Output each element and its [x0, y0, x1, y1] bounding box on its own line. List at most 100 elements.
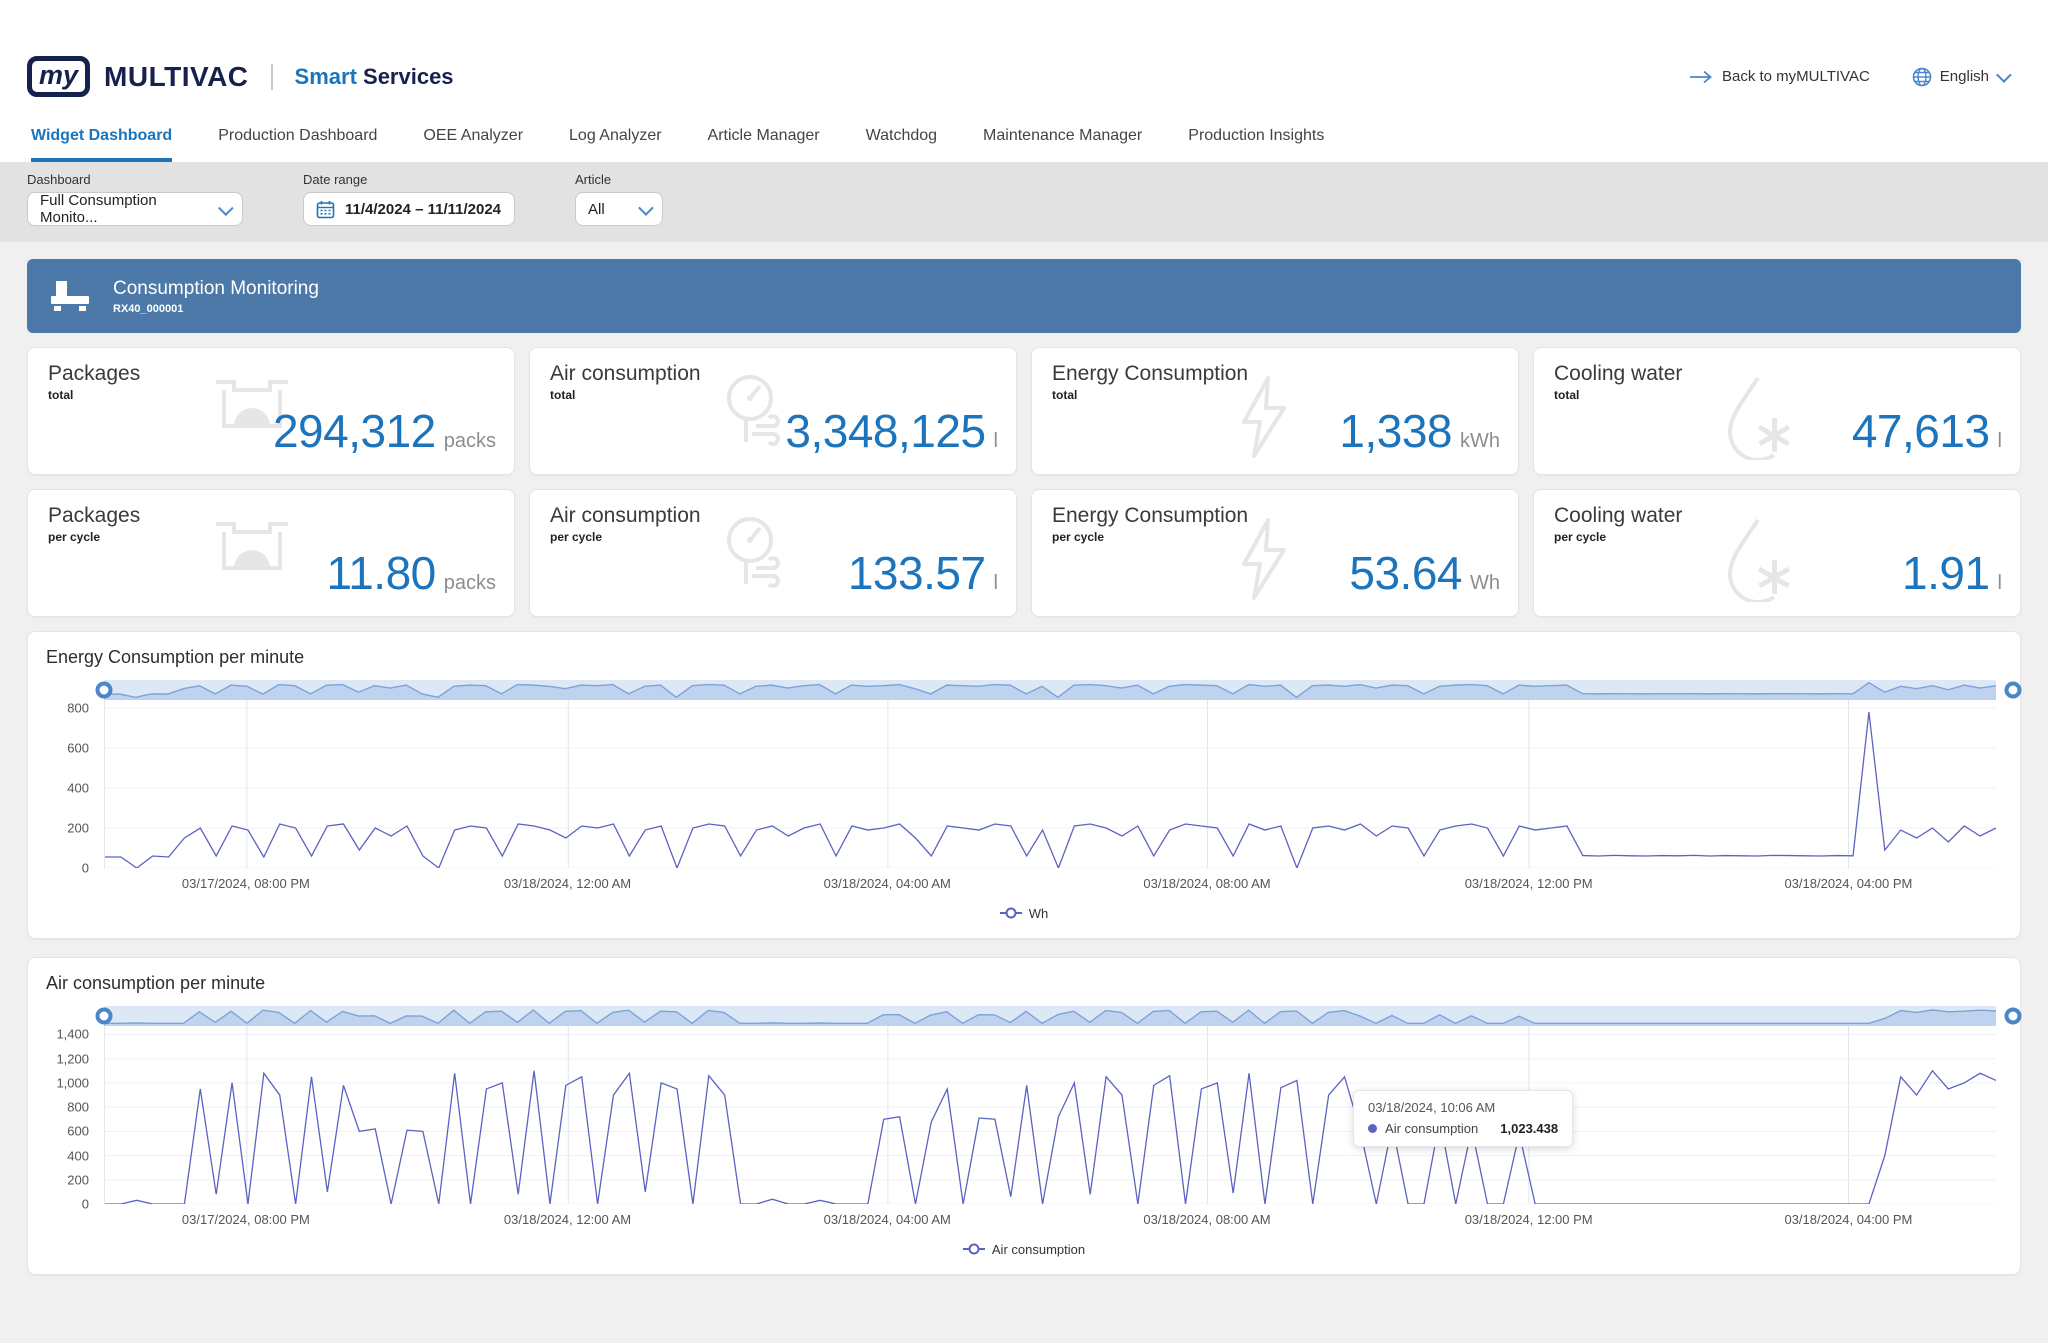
kpi-value: 3,348,125 — [785, 404, 985, 458]
navigator-overview — [104, 1006, 1996, 1026]
kpi-grid-total: Packages total 294,312packs Air consumpt… — [27, 347, 2021, 475]
lightning-bolt-icon — [1234, 374, 1294, 460]
kpi-grid-per-cycle: Packages per cycle 11.80packs Air consum… — [27, 489, 2021, 617]
article-filter-label: Article — [575, 172, 663, 187]
legend-label: Wh — [1029, 906, 1049, 921]
legend-air-consumption[interactable]: Air consumption — [46, 1234, 2002, 1264]
navigator-right-handle[interactable] — [2005, 1008, 2022, 1025]
tab-production-dashboard[interactable]: Production Dashboard — [218, 127, 377, 162]
date-range-value: 11/4/2024 – 11/11/2024 — [345, 201, 501, 218]
kpi-air-total: Air consumption total 3,348,125l — [529, 347, 1017, 475]
logo-divider — [271, 64, 273, 90]
kpi-unit: packs — [444, 430, 496, 453]
date-range-input[interactable]: 11/4/2024 – 11/11/2024 — [303, 192, 515, 226]
language-selector[interactable]: English — [1912, 67, 2008, 87]
article-select[interactable]: All — [575, 192, 663, 226]
legend-wh[interactable]: Wh — [46, 898, 2002, 928]
series-dot-icon — [1368, 1124, 1377, 1133]
kpi-air-cycle: Air consumption per cycle 133.57l — [529, 489, 1017, 617]
dashboard-select[interactable]: Full Consumption Monito... — [27, 192, 243, 226]
legend-line-marker-icon — [963, 1248, 985, 1250]
tab-article-manager[interactable]: Article Manager — [708, 127, 820, 162]
packaging-machine-icon — [51, 279, 91, 313]
main-navigation: Widget Dashboard Production Dashboard OE… — [27, 127, 2008, 162]
air-plot-area[interactable]: 02004006008001,0001,2001,400 03/18/2024,… — [104, 1026, 1996, 1204]
energy-chart-card: Energy Consumption per minute 0200400600… — [27, 631, 2021, 939]
dashboard-select-value: Full Consumption Monito... — [40, 192, 209, 226]
lightning-bolt-icon — [1234, 516, 1294, 602]
banner-machine-id: RX40_000001 — [113, 303, 319, 315]
navigator-left-handle[interactable] — [96, 1008, 113, 1025]
kpi-energy-cycle: Energy Consumption per cycle 53.64Wh — [1031, 489, 1519, 617]
chart-title: Air consumption per minute — [46, 973, 2002, 994]
kpi-packages-cycle: Packages per cycle 11.80packs — [27, 489, 515, 617]
article-select-value: All — [588, 201, 605, 218]
chart-range-navigator[interactable] — [104, 1006, 1996, 1026]
package-tray-icon — [214, 516, 290, 576]
chart-tooltip: 03/18/2024, 10:06 AM Air consumption 1,0… — [1353, 1090, 1573, 1147]
mymultivac-logo[interactable]: my MULTIVAC Smart Services — [27, 56, 454, 97]
kpi-unit: kWh — [1460, 430, 1500, 453]
x-axis-labels: 03/17/2024, 08:00 PM03/18/2024, 12:00 AM… — [104, 874, 1996, 898]
tab-watchdog[interactable]: Watchdog — [866, 127, 937, 162]
dashboard-content: Consumption Monitoring RX40_000001 Packa… — [0, 242, 2048, 1275]
dashboard-filter-label: Dashboard — [27, 172, 243, 187]
machine-banner: Consumption Monitoring RX40_000001 — [27, 259, 2021, 333]
kpi-unit: l — [994, 572, 998, 595]
air-line-series — [105, 1026, 1996, 1204]
kpi-cooling-total: Cooling water total 47,613l — [1533, 347, 2021, 475]
tab-widget-dashboard[interactable]: Widget Dashboard — [31, 127, 172, 162]
legend-label: Air consumption — [992, 1242, 1085, 1257]
chart-range-navigator[interactable] — [104, 680, 1996, 700]
kpi-value: 47,613 — [1852, 404, 1990, 458]
date-range-label: Date range — [303, 172, 515, 187]
tab-oee-analyzer[interactable]: OEE Analyzer — [423, 127, 523, 162]
energy-plot-area[interactable]: 0200400600800 — [104, 700, 1996, 868]
cooling-water-icon — [1724, 516, 1796, 602]
kpi-value: 133.57 — [848, 546, 986, 600]
tooltip-series: Air consumption — [1385, 1121, 1478, 1136]
navigator-right-handle[interactable] — [2005, 682, 2022, 699]
tooltip-date: 03/18/2024, 10:06 AM — [1368, 1100, 1558, 1115]
kpi-unit: l — [994, 430, 998, 453]
navigator-left-handle[interactable] — [96, 682, 113, 699]
tab-production-insights[interactable]: Production Insights — [1188, 127, 1324, 162]
kpi-unit: l — [1998, 572, 2002, 595]
tab-log-analyzer[interactable]: Log Analyzer — [569, 127, 662, 162]
globe-icon — [1912, 67, 1932, 87]
air-chart-card: Air consumption per minute 0200400600800… — [27, 957, 2021, 1275]
kpi-cooling-cycle: Cooling water per cycle 1.91l — [1533, 489, 2021, 617]
y-axis-labels: 02004006008001,0001,2001,400 — [47, 1026, 97, 1204]
tooltip-value: 1,023.438 — [1500, 1121, 1558, 1136]
kpi-value: 53.64 — [1349, 546, 1462, 600]
cooling-water-icon — [1724, 374, 1796, 460]
kpi-unit: l — [1998, 430, 2002, 453]
legend-line-marker-icon — [1000, 912, 1022, 914]
arrow-right-icon — [1689, 70, 1713, 84]
kpi-value: 1.91 — [1902, 546, 1990, 600]
back-to-mymultivac-link[interactable]: Back to myMULTIVAC — [1689, 68, 1870, 85]
filter-bar: Dashboard Full Consumption Monito... Dat… — [0, 162, 2048, 242]
chevron-down-icon — [1996, 67, 2012, 83]
smart-services-wordmark: Smart Services — [295, 64, 454, 90]
chart-title: Energy Consumption per minute — [46, 647, 2002, 668]
kpi-value: 294,312 — [273, 404, 436, 458]
banner-title: Consumption Monitoring — [113, 278, 319, 300]
kpi-packages-total: Packages total 294,312packs — [27, 347, 515, 475]
y-axis-labels: 0200400600800 — [47, 700, 97, 868]
kpi-value: 1,338 — [1339, 404, 1452, 458]
my-logo-badge: my — [27, 56, 90, 97]
air-gauge-icon — [716, 516, 792, 594]
kpi-energy-total: Energy Consumption total 1,338kWh — [1031, 347, 1519, 475]
kpi-unit: Wh — [1470, 572, 1500, 595]
tab-maintenance-manager[interactable]: Maintenance Manager — [983, 127, 1142, 162]
kpi-unit: packs — [444, 572, 496, 595]
top-header: my MULTIVAC Smart Services Back to myMUL… — [0, 0, 2048, 162]
chevron-down-icon — [638, 200, 654, 216]
calendar-icon — [316, 200, 335, 219]
x-axis-labels: 03/17/2024, 08:00 PM03/18/2024, 12:00 AM… — [104, 1210, 1996, 1234]
chevron-down-icon — [219, 200, 234, 215]
navigator-overview — [104, 680, 1996, 700]
kpi-value: 11.80 — [327, 546, 436, 600]
energy-line-series — [105, 700, 1996, 868]
